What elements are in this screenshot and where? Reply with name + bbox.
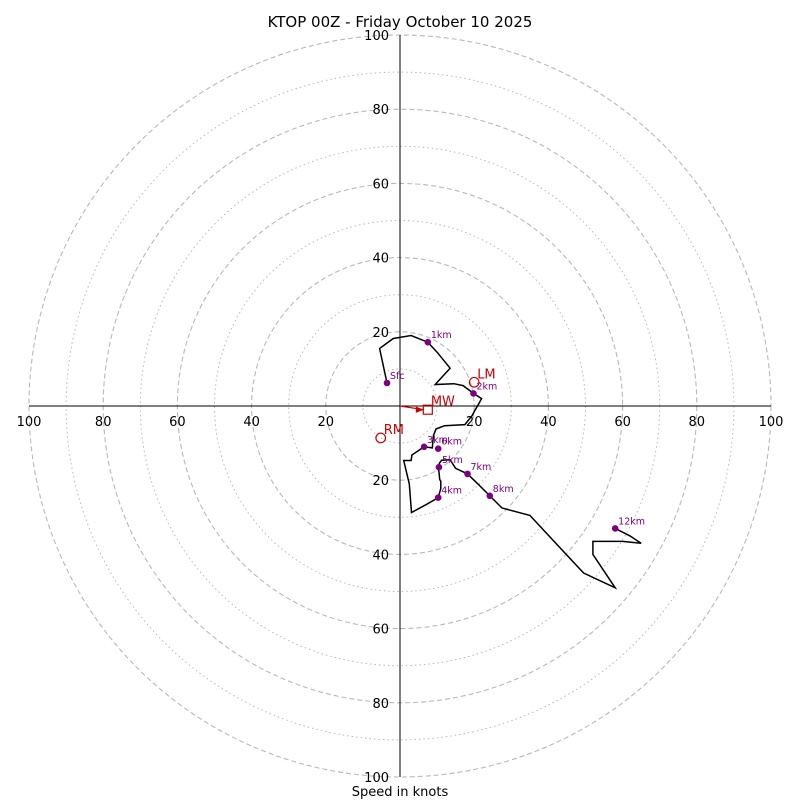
tick-label-left-80: 80: [95, 415, 112, 430]
x-axis-label: Speed in knots: [352, 785, 449, 800]
tick-label-right-20: 20: [466, 415, 483, 430]
storm-label-lm: LM: [477, 367, 495, 382]
storm-label-mw: MW: [431, 395, 455, 410]
height-label-3km: 3km: [427, 435, 448, 446]
mean-wind-arrowhead: [415, 406, 424, 413]
tick-label-left-100: 100: [17, 415, 42, 430]
height-label-4km: 4km: [441, 486, 462, 497]
height-label-5km: 5km: [442, 455, 463, 466]
height-marker-4km: [434, 494, 442, 501]
tick-label-top-20: 20: [372, 326, 389, 341]
height-marker-1km: [424, 338, 432, 346]
height-marker-7km: [464, 470, 471, 478]
height-marker-8km: [486, 492, 494, 500]
tick-label-top-100: 100: [364, 29, 389, 44]
tick-label-bottom-20: 20: [372, 474, 389, 489]
tick-label-right-100: 100: [759, 415, 784, 430]
height-marker-2km: [470, 390, 477, 397]
height-marker-6km: [434, 445, 442, 452]
tick-label-right-80: 80: [689, 415, 706, 430]
chart-title: KTOP 00Z - Friday October 10 2025: [268, 13, 533, 31]
height-label-8km: 8km: [493, 484, 514, 495]
tick-label-top-40: 40: [372, 252, 389, 267]
tick-label-bottom-60: 60: [372, 623, 389, 638]
height-label-1km: 1km: [431, 330, 452, 341]
tick-label-left-20: 20: [318, 415, 335, 430]
storm-marker-mw: [422, 404, 433, 415]
height-label-6km: 6km: [441, 437, 462, 448]
tick-label-bottom-100: 100: [364, 771, 389, 786]
hodograph-trace: [378, 334, 642, 590]
height-label-12km: 12km: [618, 516, 645, 527]
height-marker-3km: [420, 443, 428, 451]
height-label-2km: 2km: [476, 381, 497, 392]
tick-label-right-60: 60: [614, 415, 631, 430]
height-label-sfc: Sfc: [390, 371, 405, 382]
storm-marker-lm: [468, 376, 480, 388]
storm-label-rm: RM: [384, 423, 404, 438]
tick-label-left-60: 60: [169, 415, 186, 430]
tick-label-bottom-40: 40: [372, 548, 389, 563]
height-marker-5km: [435, 463, 443, 471]
tick-label-top-60: 60: [372, 177, 389, 192]
tick-label-top-80: 80: [372, 103, 389, 118]
height-label-7km: 7km: [471, 462, 492, 473]
storm-marker-rm: [375, 432, 387, 444]
height-marker-12km: [611, 525, 619, 532]
tick-label-bottom-80: 80: [372, 697, 389, 712]
tick-label-left-40: 40: [243, 415, 260, 430]
height-marker-sfc: [383, 379, 391, 387]
tick-label-right-40: 40: [540, 415, 557, 430]
